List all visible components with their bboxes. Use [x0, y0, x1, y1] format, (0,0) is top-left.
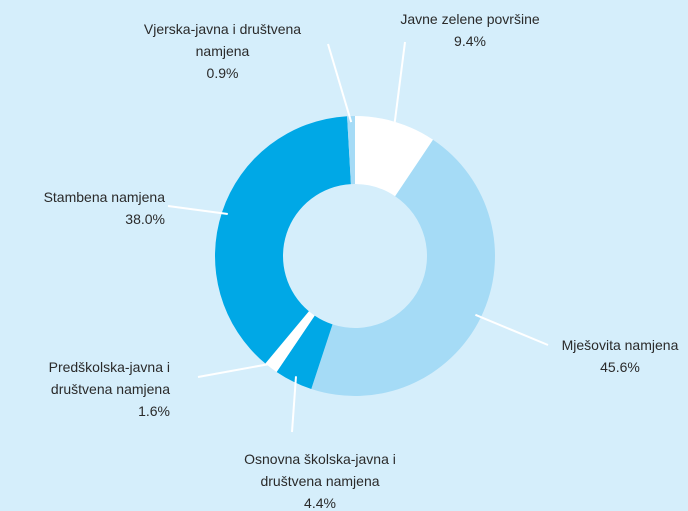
- slice-name: Mješovita namjena: [561, 337, 679, 353]
- donut-slice: [276, 315, 333, 389]
- slice-label: Predškolska-javna i društvena namjena 1.6…: [10, 356, 170, 422]
- leader-line: [327, 43, 353, 123]
- leader-line: [167, 205, 228, 215]
- slice-value: 4.4%: [304, 495, 336, 511]
- slice-label: Osnovna školska-javna i društvena namjen…: [225, 448, 415, 511]
- slice-value: 9.4%: [454, 33, 486, 49]
- slice-name: Javne zelene površine: [400, 11, 540, 27]
- slice-label: Mješovita namjena 45.6%: [545, 334, 688, 378]
- slice-name: Vjerska-javna i društvena namjena: [143, 21, 302, 59]
- slice-value: 0.9%: [206, 65, 239, 81]
- slice-label: Javne zelene površine 9.4%: [395, 8, 545, 52]
- leader-line: [475, 313, 549, 346]
- slice-label: Vjerska-javna i društvena namjena 0.9%: [120, 18, 325, 84]
- leader-line: [197, 362, 275, 378]
- donut-slice: [265, 311, 315, 372]
- slice-name: Predškolska-javna i društvena namjena: [48, 359, 170, 397]
- slice-label: Stambena namjena 38.0%: [0, 186, 165, 230]
- slice-value: 1.6%: [138, 403, 170, 419]
- slice-name: Osnovna školska-javna i društvena namjen…: [244, 451, 396, 489]
- slice-name: Stambena namjena: [43, 189, 165, 205]
- donut-slice: [355, 116, 434, 197]
- leader-line: [291, 376, 297, 433]
- leader-line: [393, 41, 406, 128]
- slice-value: 45.6%: [600, 359, 640, 375]
- donut-slice: [311, 139, 495, 396]
- donut-slice: [215, 116, 351, 364]
- slice-value: 38.0%: [125, 211, 165, 227]
- donut-slice: [347, 116, 355, 185]
